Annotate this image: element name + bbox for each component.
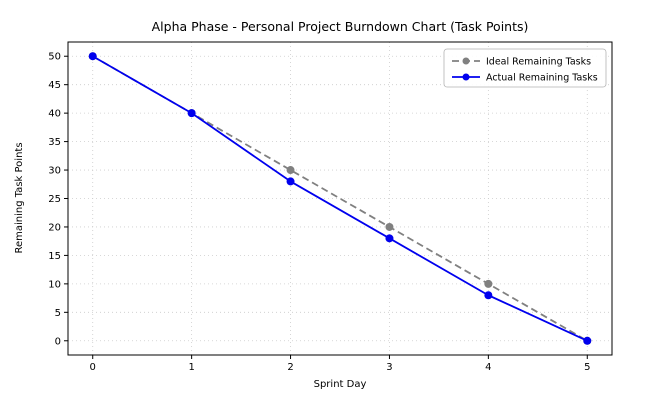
legend-box	[443, 48, 607, 88]
x-tick-label: 0	[90, 362, 96, 373]
data-point-series-1	[484, 279, 493, 288]
y-tick-label: 10	[48, 279, 61, 290]
x-tick-label: 4	[485, 362, 491, 373]
y-tick-label: 20	[48, 222, 61, 233]
y-tick-label: 50	[48, 52, 61, 63]
y-axis-label: Remaining Task Points	[14, 142, 25, 253]
x-tick-label: 3	[386, 362, 392, 373]
data-point-series-2	[88, 52, 97, 61]
x-tick-label: 2	[287, 362, 293, 373]
data-point-series-2	[484, 291, 493, 300]
series-line-2	[92, 55, 588, 342]
legend-marker	[462, 73, 470, 81]
data-point-series-2	[583, 336, 592, 345]
y-tick-label: 40	[48, 109, 61, 120]
legend-marker	[462, 57, 470, 65]
y-tick-label: 30	[48, 166, 61, 177]
grid-layer	[68, 42, 612, 355]
data-point-series-2	[286, 177, 295, 186]
series-layer	[88, 52, 592, 345]
y-tick-label: 15	[48, 251, 61, 262]
x-tick-label: 5	[584, 362, 590, 373]
x-axis-label: Sprint Day	[314, 379, 367, 390]
chart-title: Alpha Phase - Personal Project Burndown …	[152, 19, 529, 34]
data-point-series-1	[385, 222, 394, 231]
legend-layer: Ideal Remaining Tasks Actual Remaining Ta…	[443, 48, 607, 88]
legend-label: Ideal Remaining Tasks	[486, 57, 591, 68]
legend-label: Actual Remaining Tasks	[486, 73, 598, 84]
data-point-series-2	[187, 109, 196, 118]
series-line-1	[92, 55, 588, 342]
y-tick-label: 35	[48, 137, 61, 148]
y-tick-label: 45	[48, 80, 61, 91]
y-tick-label: 0	[55, 336, 61, 347]
data-point-series-1	[286, 166, 295, 175]
y-tick-label: 5	[55, 308, 61, 319]
plot-frame	[67, 41, 613, 356]
data-point-series-2	[385, 234, 394, 243]
y-tick-label: 25	[48, 194, 61, 205]
x-tick-label: 1	[188, 362, 194, 373]
